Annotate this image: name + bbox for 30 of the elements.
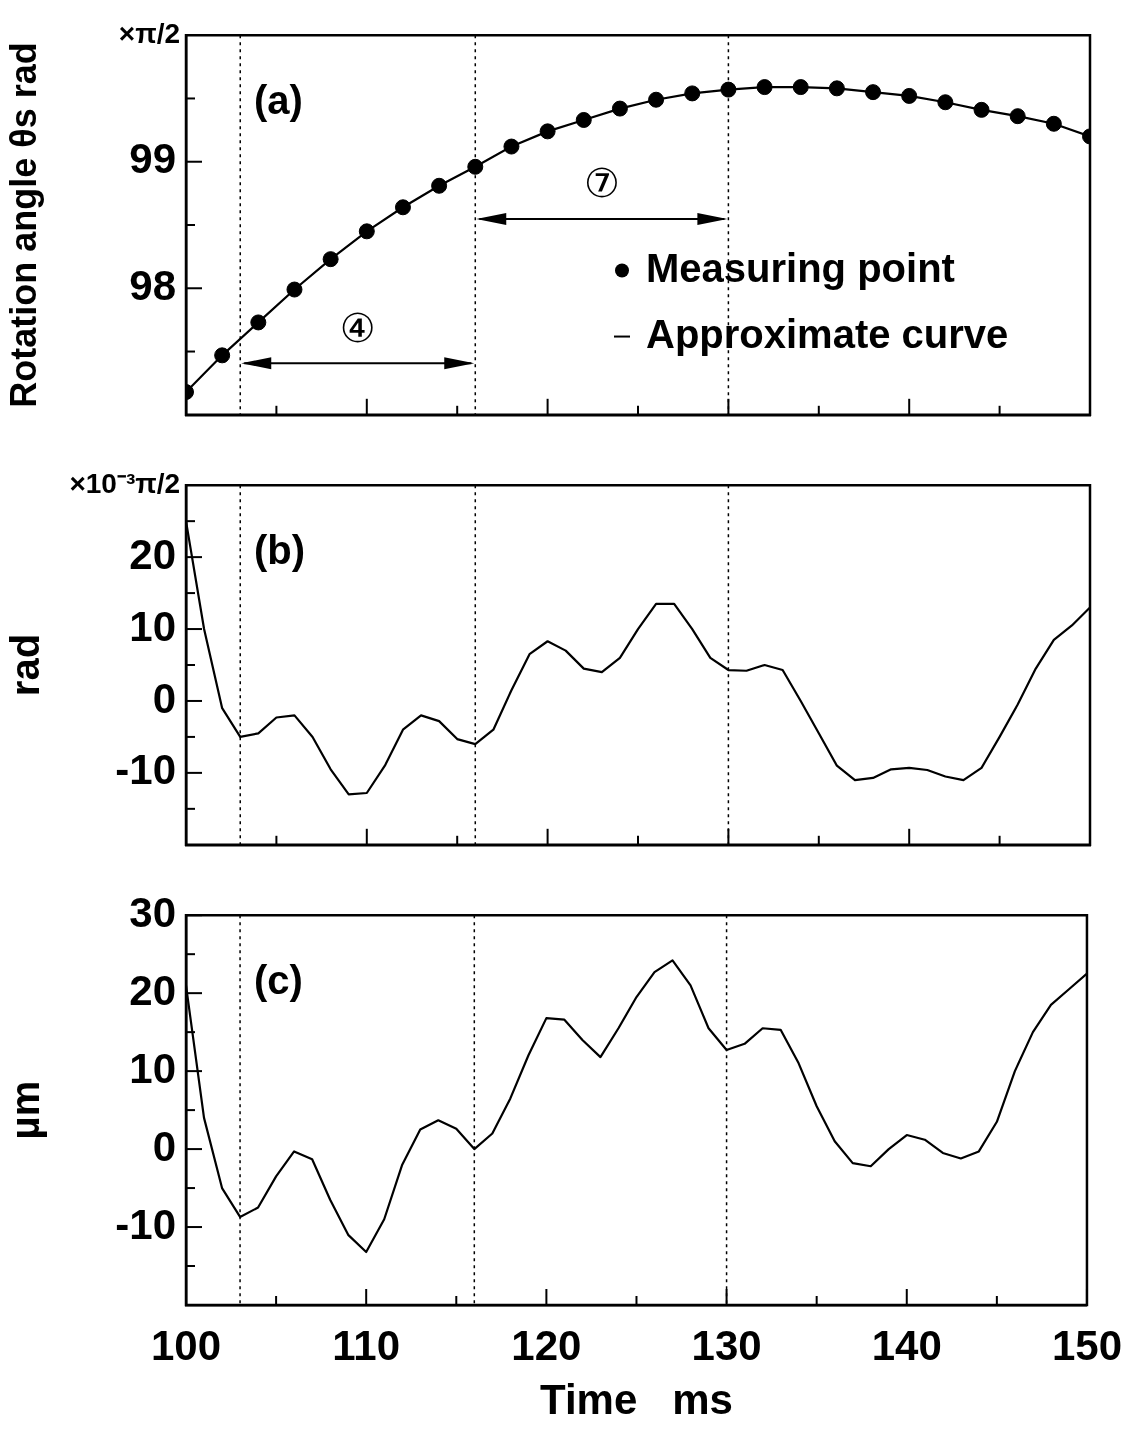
annotation: ⑦	[583, 160, 620, 207]
annotation: (c)	[254, 958, 303, 1003]
y-axis-title: rad	[3, 633, 48, 697]
y-tick-label: -10	[115, 746, 176, 794]
x-tick-label: 130	[691, 1321, 762, 1369]
annotation: (a)	[254, 78, 303, 123]
x-tick-label: 150	[1051, 1321, 1122, 1369]
y-tick-label: 20	[129, 530, 176, 578]
y-tick-label: 20	[129, 966, 176, 1014]
annotation: ④	[339, 304, 376, 351]
y-tick-label: -10	[115, 1200, 176, 1248]
y-tick-label: 10	[129, 602, 176, 650]
x-tick-label: 110	[332, 1321, 401, 1369]
y-tick-label: 30	[129, 888, 176, 936]
y-axis-title: Rotation angle θs rad	[2, 42, 44, 408]
y-tick-label: 98	[129, 261, 176, 309]
x-tick-label: 120	[511, 1321, 582, 1369]
y-axis-title: µm	[3, 1080, 48, 1140]
y-tick-label: 0	[152, 674, 176, 722]
y-tick-label: 0	[152, 1122, 176, 1170]
x-tick-label: 140	[871, 1321, 942, 1369]
x-axis-title: Time ms	[539, 1376, 733, 1424]
text: ×10⁻³π/2	[69, 467, 180, 499]
text: ×π/2	[118, 17, 180, 49]
x-tick-label: 100	[150, 1321, 222, 1369]
annotation: (b)	[254, 528, 306, 573]
legend-label: Approximate curve	[646, 311, 1009, 356]
y-tick-label: 99	[129, 135, 176, 183]
y-tick-label: 10	[129, 1044, 176, 1092]
legend-label: Measuring point	[646, 245, 955, 290]
